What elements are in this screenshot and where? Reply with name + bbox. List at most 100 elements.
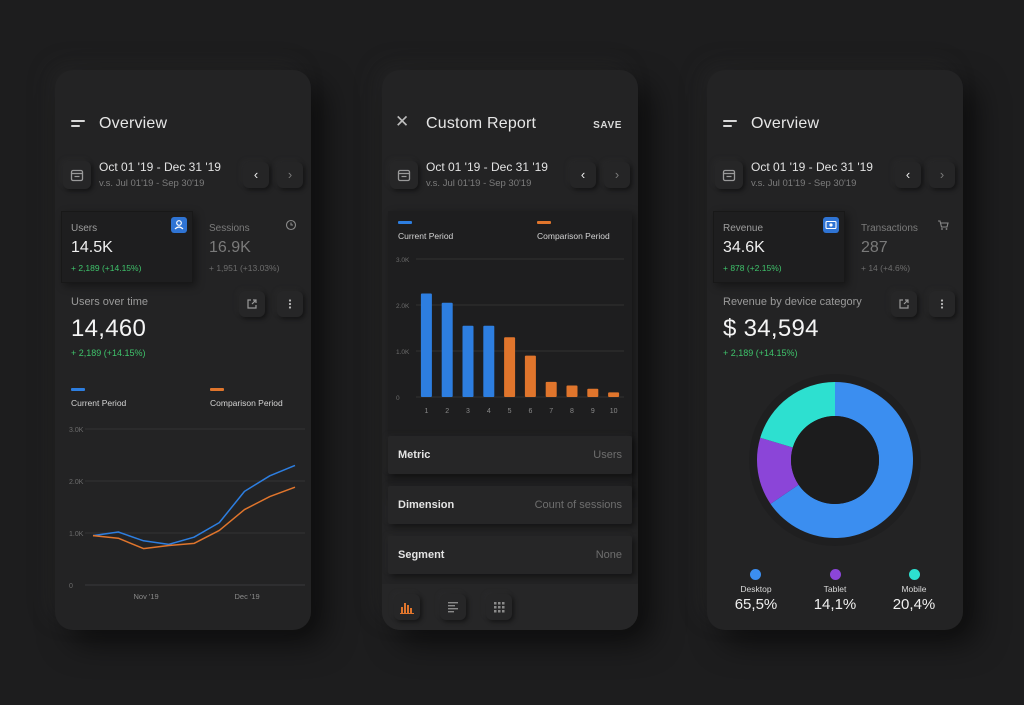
- bar: [420, 293, 432, 397]
- more-vertical-icon[interactable]: [277, 291, 303, 317]
- metric-label: Transactions: [861, 223, 918, 234]
- compare-range: v.s. Jul 01'19 - Sep 30'19: [99, 178, 205, 189]
- x-tick-label: 4: [487, 408, 491, 415]
- open-external-icon[interactable]: [239, 291, 265, 317]
- menu-icon[interactable]: [71, 120, 85, 130]
- device-label: Desktop: [740, 584, 772, 594]
- date-range[interactable]: Oct 01 '19 - Dec 31 '19: [99, 160, 221, 174]
- custom-report-screen: ✕ Custom Report SAVE Oct 01 '19 - Dec 31…: [382, 70, 638, 630]
- bar: [504, 337, 516, 397]
- list-icon[interactable]: [440, 594, 466, 620]
- legend-current: Current Period: [71, 398, 127, 408]
- big-value: $ 34,594: [723, 315, 819, 342]
- device-value: 20,4%: [892, 596, 936, 613]
- users-line-chart: 0 1.0K 2.0K 3.0K Nov '19 Dec '19: [69, 427, 305, 601]
- metric-card-sessions[interactable]: Sessions 16.9K + 1,951 (+13.03%): [199, 211, 305, 283]
- chevron-right-icon[interactable]: ›: [929, 162, 955, 188]
- legend-swatch-current: [71, 388, 85, 391]
- calendar-icon[interactable]: [63, 161, 91, 189]
- bar: [566, 385, 578, 397]
- chevron-left-icon[interactable]: ‹: [243, 162, 269, 188]
- menu-icon[interactable]: [723, 120, 737, 130]
- metric-card-revenue[interactable]: Revenue 34.6K + 878 (+2.15%): [713, 211, 845, 283]
- series-line-comparison: [92, 486, 296, 550]
- legend-swatch-comparison: [210, 388, 224, 391]
- metric-card-transactions[interactable]: Transactions 287 + 14 (+4.6%): [851, 211, 957, 283]
- device-label: Mobile: [901, 584, 927, 594]
- y-tick-label: 0: [69, 583, 73, 590]
- donut-hole: [791, 416, 879, 504]
- segment-row[interactable]: Segment None: [388, 536, 632, 574]
- x-tick-label: 6: [528, 408, 532, 415]
- series-line-current: [92, 464, 296, 546]
- chevron-left-icon[interactable]: ‹: [570, 162, 596, 188]
- metric-label: Sessions: [209, 223, 250, 234]
- big-value: 14,460: [71, 315, 147, 342]
- metric-card-users[interactable]: Users 14.5K + 2,189 (+14.15%): [61, 211, 193, 283]
- legend-dot-mobile: [909, 569, 920, 580]
- y-tick-label: 3.0K: [69, 427, 84, 434]
- x-tick-label: 1: [424, 408, 428, 415]
- bar: [587, 388, 599, 397]
- compare-range: v.s. Jul 01'19 - Sep 30'19: [426, 178, 532, 189]
- row-label: Dimension: [398, 499, 455, 511]
- metric-row[interactable]: Metric Users: [388, 436, 632, 474]
- slice-desktop: [770, 382, 913, 538]
- close-icon[interactable]: ✕: [395, 112, 410, 131]
- slice-mobile: [760, 382, 835, 448]
- row-label: Metric: [398, 449, 431, 461]
- legend-current: Current Period: [398, 231, 454, 241]
- save-button[interactable]: SAVE: [593, 120, 622, 131]
- clock-icon: [283, 217, 299, 233]
- page-title: Overview: [751, 115, 820, 132]
- device-value: 14,1%: [813, 596, 857, 613]
- x-tick-label: 9: [591, 408, 595, 415]
- users-bar-chart: 0 1.0K 2.0K 3.0K 1 2 3 4 5 6 7 8 9 10: [396, 257, 624, 415]
- chevron-right-icon[interactable]: ›: [277, 162, 303, 188]
- legend-comparison: Comparison Period: [537, 231, 610, 241]
- y-tick-label: 0: [396, 395, 400, 402]
- y-tick-label: 2.0K: [69, 479, 84, 486]
- metric-delta: + 1,951 (+13.03%): [209, 263, 280, 273]
- metric-value: 16.9K: [209, 239, 251, 256]
- bar: [608, 392, 620, 397]
- cart-icon: [935, 217, 951, 233]
- date-range-row: Oct 01 '19 - Dec 31 '19 v.s. Jul 01'19 -…: [382, 150, 638, 200]
- legend-swatch-comparison: [537, 221, 551, 224]
- x-tick-label: Nov '19: [134, 592, 159, 601]
- app-header: Overview: [707, 70, 963, 180]
- date-range[interactable]: Oct 01 '19 - Dec 31 '19: [426, 160, 548, 174]
- metric-label: Revenue: [723, 223, 764, 234]
- page-title: Overview: [99, 115, 168, 132]
- y-tick-label: 1.0K: [396, 349, 410, 356]
- bar: [545, 381, 557, 397]
- row-value: Count of sessions: [534, 499, 622, 511]
- money-icon: [823, 217, 839, 233]
- section-title: Revenue by device category: [723, 296, 862, 308]
- metric-delta: + 14 (+4.6%): [861, 263, 911, 273]
- dimension-row[interactable]: Dimension Count of sessions: [388, 486, 632, 524]
- bar-chart-icon[interactable]: [394, 594, 420, 620]
- y-tick-label: 3.0K: [396, 257, 410, 264]
- row-value: Users: [593, 449, 622, 461]
- big-delta: + 2,189 (+14.15%): [71, 348, 146, 358]
- x-tick-label: 7: [549, 408, 553, 415]
- legend-dot-tablet: [830, 569, 841, 580]
- open-external-icon[interactable]: [891, 291, 917, 317]
- chevron-right-icon[interactable]: ›: [604, 162, 630, 188]
- metric-value: 34.6K: [723, 239, 765, 256]
- page-title: Custom Report: [426, 115, 537, 132]
- calendar-icon[interactable]: [715, 161, 743, 189]
- more-vertical-icon[interactable]: [929, 291, 955, 317]
- date-range[interactable]: Oct 01 '19 - Dec 31 '19: [751, 160, 873, 174]
- chevron-left-icon[interactable]: ‹: [895, 162, 921, 188]
- metric-value: 14.5K: [71, 239, 113, 256]
- grid-icon[interactable]: [486, 594, 512, 620]
- slice-tablet: [757, 437, 799, 504]
- calendar-icon[interactable]: [390, 161, 418, 189]
- app-header: ✕ Custom Report SAVE: [382, 70, 638, 180]
- bar: [524, 355, 536, 397]
- device-donut-chart: [749, 374, 921, 546]
- compare-range: v.s. Jul 01'19 - Sep 30'19: [751, 178, 857, 189]
- bar: [483, 325, 495, 397]
